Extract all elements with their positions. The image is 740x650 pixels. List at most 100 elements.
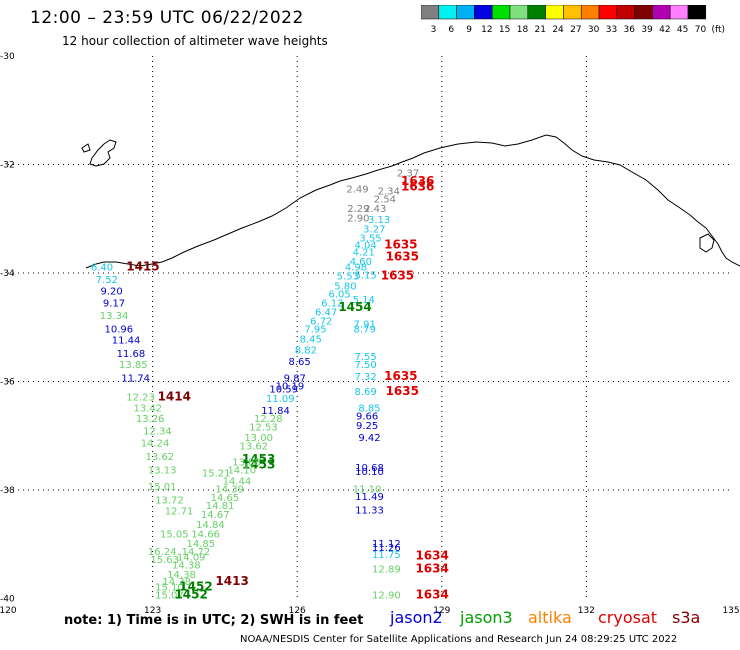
- wave-height-value: 14.38: [162, 577, 191, 588]
- wave-height-value: 11.74: [121, 374, 150, 385]
- pass-time-label: 1452: [179, 579, 212, 593]
- wave-height-value: 11.10: [353, 485, 382, 496]
- time-range-title: 12:00 – 23:59 UTC 06/22/2022: [30, 8, 304, 28]
- colorbar-label: 27: [570, 25, 581, 35]
- pass-time-label: 1413: [215, 574, 248, 588]
- colorbar-label: 39: [641, 25, 653, 35]
- wave-height-value: 3.27: [363, 224, 385, 235]
- wave-height-value: 13.62: [239, 441, 268, 452]
- wave-height-value: 6.40: [91, 262, 113, 273]
- colorbar-label: 6: [448, 25, 454, 35]
- wave-height-value: 11.26: [372, 543, 401, 554]
- wave-height-value: 14.09: [177, 553, 206, 564]
- colorbar-label: 45: [677, 25, 688, 35]
- satellite-legend-jason2: jason2: [390, 608, 443, 627]
- wave-height-value: 7.55: [355, 352, 377, 363]
- wave-height-value: 10.19: [276, 382, 305, 393]
- island-outline: [699, 233, 715, 253]
- wave-height-value: 10.59: [269, 384, 298, 395]
- pass-time-label: 1635: [384, 238, 417, 252]
- wave-height-value: 2.49: [346, 185, 368, 196]
- wave-height-value: 9.20: [100, 287, 122, 298]
- latitude-label: -36: [0, 378, 15, 388]
- satellite-legend-s3a: s3a: [672, 608, 701, 627]
- latitude-label: -38: [0, 486, 15, 496]
- colorbar-label: 18: [517, 25, 529, 35]
- wave-height-value: 6.05: [328, 289, 350, 300]
- wave-height-value: 2.29: [347, 204, 369, 215]
- wave-height-value: 12.71: [165, 506, 194, 517]
- wave-height-value: 6.47: [315, 307, 337, 318]
- pass-time-label: 1453: [242, 452, 275, 466]
- wave-height-value: 2.54: [374, 194, 396, 205]
- wave-height-value: 8.45: [300, 334, 322, 345]
- latitude-label: -40: [0, 595, 15, 605]
- wave-height-value: 7.95: [304, 325, 326, 336]
- wave-height-value: 7.50: [355, 360, 377, 371]
- wave-height-value: 14.39: [215, 485, 244, 496]
- wave-height-value: 14.65: [211, 493, 240, 504]
- wave-height-value: 13.72: [155, 496, 184, 507]
- satellite-legend-jason3: jason3: [460, 608, 513, 627]
- colorbar-label: (ft): [711, 25, 725, 35]
- wave-height-value: 2.34: [378, 186, 400, 197]
- longitude-label: 123: [144, 606, 161, 616]
- coastline: [329, 134, 740, 267]
- wave-height-value: 11.12: [372, 539, 401, 550]
- cape-outline: [81, 139, 117, 167]
- wave-height-value: 9.25: [356, 421, 378, 432]
- pass-time-label: 1452: [174, 588, 207, 602]
- wave-height-value: 9.66: [356, 411, 378, 422]
- colorbar-label: 24: [552, 25, 564, 35]
- latitude-label: -30: [0, 52, 15, 62]
- wave-height-value: 2.90: [347, 213, 369, 224]
- wave-height-value: 14.66: [191, 530, 220, 541]
- wave-height-value: 4.04: [355, 241, 377, 252]
- colorbar-label: 42: [659, 25, 670, 35]
- wave-height-value: 4.21: [353, 248, 375, 259]
- wave-height-value: 12.28: [254, 414, 283, 425]
- colorbar-label: 21: [535, 25, 546, 35]
- pass-time-label: 1414: [158, 389, 191, 403]
- wave-height-value: 5.53: [337, 272, 359, 283]
- colorbar-label: 36: [624, 25, 636, 35]
- wave-height-value: 14.10: [227, 466, 256, 477]
- pass-time-label: 1635: [384, 369, 417, 383]
- colorbar-label: 12: [481, 25, 492, 35]
- wave-height-value: 5.15: [355, 270, 377, 281]
- wave-height-value: 6.12: [321, 299, 343, 310]
- wave-height-value: 12.23: [126, 392, 155, 403]
- wave-height-value: 13.00: [244, 433, 273, 444]
- colorbar-label: 15: [499, 25, 510, 35]
- latitude-label: -34: [0, 269, 15, 279]
- lat-lon-grid: [8, 56, 731, 599]
- wave-height-value: 12.89: [372, 564, 401, 575]
- satellite-legend-altika: altika: [528, 608, 572, 627]
- wave-height-value: 11.84: [261, 406, 290, 417]
- wave-height-value: 11.68: [117, 349, 146, 360]
- wave-height-value: 6.72: [310, 317, 332, 328]
- wave-height-value: 7.32: [355, 372, 377, 383]
- colorbar-label: 70: [695, 25, 707, 35]
- wave-height-value: 12.34: [143, 427, 172, 438]
- wave-height-value: 3.55: [359, 234, 381, 245]
- wave-height-value: 8.85: [358, 403, 380, 414]
- map-subtitle: 12 hour collection of altimeter wave hei…: [62, 34, 328, 48]
- wave-height-value: 15.10: [155, 582, 184, 593]
- pass-time-label: 1634: [415, 588, 448, 602]
- wave-height-value: 13.13: [148, 466, 177, 477]
- wave-height-value: 14.67: [201, 510, 230, 521]
- wave-height-value: 11.09: [266, 394, 295, 405]
- wave-height-value: 13.62: [146, 452, 175, 463]
- wave-height-value: 13.85: [119, 360, 148, 371]
- colorbar-label: 9: [466, 25, 472, 35]
- wave-height-value: 13.26: [136, 414, 165, 425]
- pass-time-label: 1636: [401, 174, 434, 188]
- wave-height-value: 5.14: [353, 295, 375, 306]
- pass-time-label: 1634: [415, 561, 448, 575]
- wave-height-value: 8.65: [288, 357, 310, 368]
